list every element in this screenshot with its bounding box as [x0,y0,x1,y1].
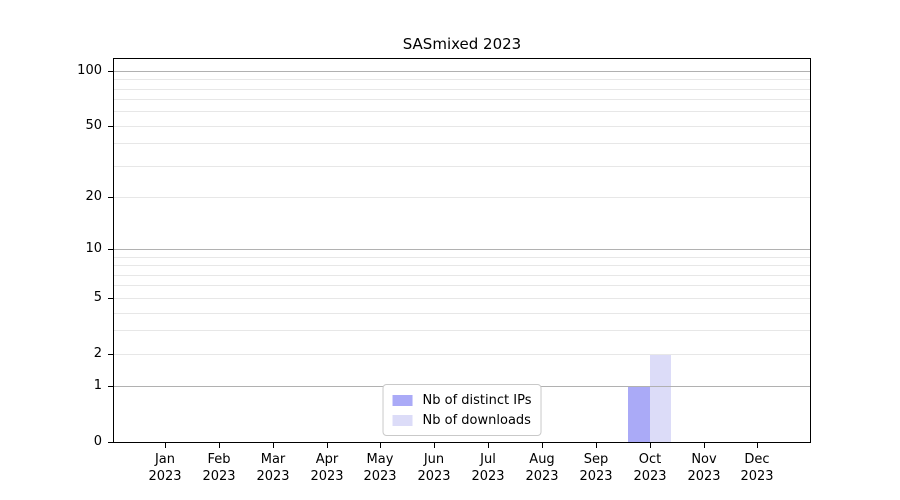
minor-gridline [114,285,810,286]
minor-gridline [114,79,810,80]
x-tick-mark [542,443,543,448]
plot-area: Nb of distinct IPs Nb of downloads [113,58,811,443]
x-tick-mark [434,443,435,448]
major-gridline [114,71,810,72]
y-tick-label: 5 [93,290,102,305]
y-tick-mark [108,354,113,355]
minor-gridline [114,89,810,90]
downloads-swatch [392,414,413,426]
y-tick-label: 20 [85,189,102,204]
x-tick-label: Jan 2023 [148,452,182,484]
y-tick-label: 50 [85,118,102,133]
x-tick-label: Jun 2023 [417,452,451,484]
x-tick-mark [327,443,328,448]
major-gridline [114,249,810,250]
y-tick-mark [108,249,113,250]
legend-label: Nb of downloads [422,412,531,428]
minor-gridline [114,275,810,276]
y-tick-label: 100 [77,63,102,78]
x-tick-label: Apr 2023 [310,452,344,484]
x-tick-label: Aug 2023 [525,452,559,484]
y-tick-mark [108,298,113,299]
x-tick-mark [273,443,274,448]
minor-gridline [114,298,810,299]
minor-gridline [114,197,810,198]
minor-gridline [114,265,810,266]
x-tick-label: Feb 2023 [202,452,236,484]
legend-label: Nb of distinct IPs [422,392,532,408]
x-tick-mark [219,443,220,448]
x-tick-label: Nov 2023 [687,452,721,484]
x-tick-label: May 2023 [363,452,397,484]
minor-gridline [114,111,810,112]
minor-gridline [114,313,810,314]
y-tick-mark [108,442,113,443]
x-tick-mark [165,443,166,448]
y-tick-label: 10 [85,241,102,256]
bar-nb-of-downloads [649,353,672,442]
legend: Nb of distinct IPs Nb of downloads [382,384,542,436]
x-tick-mark [704,443,705,448]
x-tick-mark [596,443,597,448]
minor-gridline [114,257,810,258]
x-tick-label: Mar 2023 [256,452,290,484]
x-tick-mark [650,443,651,448]
y-tick-mark [108,386,113,387]
minor-gridline [114,166,810,167]
distinct-ips-swatch [392,394,413,406]
x-tick-mark [757,443,758,448]
x-tick-label: Dec 2023 [740,452,774,484]
y-tick-label: 1 [93,378,102,393]
bar-nb-of-distinct-ips [628,386,650,442]
bars-layer [114,59,810,442]
minor-gridline [114,330,810,331]
y-tick-mark [108,197,113,198]
x-tick-mark [380,443,381,448]
x-tick-label: Jul 2023 [471,452,505,484]
legend-entry-distinct-ips: Nb of distinct IPs [392,390,532,410]
y-tick-label: 2 [93,346,102,361]
x-tick-label: Oct 2023 [633,452,667,484]
legend-entry-downloads: Nb of downloads [392,410,532,430]
minor-gridline [114,143,810,144]
y-tick-mark [108,71,113,72]
x-tick-label: Sep 2023 [579,452,613,484]
minor-gridline [114,354,810,355]
minor-gridline [114,99,810,100]
x-tick-mark [488,443,489,448]
chart-title: SASmixed 2023 [402,35,522,53]
y-tick-mark [108,126,113,127]
y-tick-label: 0 [93,434,102,449]
minor-gridline [114,126,810,127]
